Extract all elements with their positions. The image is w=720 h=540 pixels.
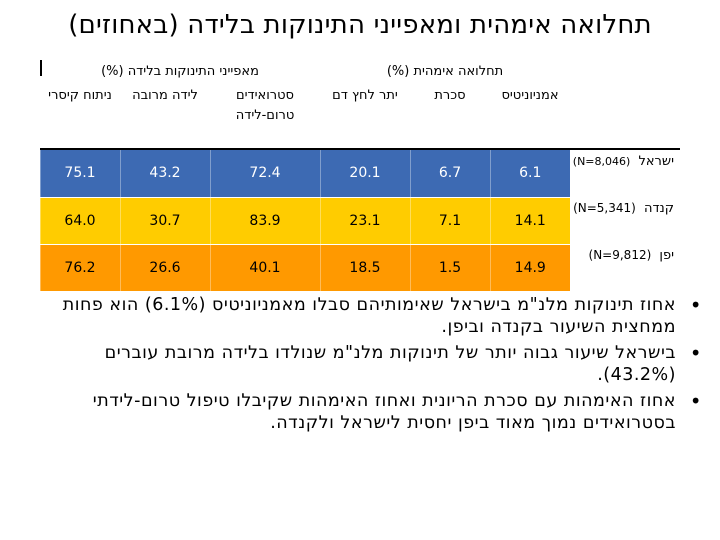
bullet-item: • אחוז תינוקות מלנ"מ בישראל שאימותיהם סב… — [38, 294, 702, 338]
bullet-dot-icon: • — [689, 293, 702, 317]
cell-multiple: 26.6 — [119, 244, 210, 292]
row-label: ישראל (N=8,046) — [570, 149, 680, 197]
row-country: ישראל — [638, 154, 674, 169]
row-n: (N=9,812) — [588, 248, 652, 262]
col-header-spacer — [570, 82, 680, 144]
bullet-dot-icon: • — [689, 389, 702, 413]
cell-multiple: 30.7 — [119, 197, 210, 245]
cell-diabetes: 6.7 — [409, 149, 490, 198]
col-header-steroids: סטרואידים טרום-לידה — [235, 88, 295, 123]
bullet-item: • בישראל שיעור גבוה יותר של תינוקות מלנ"… — [38, 342, 702, 386]
bullet-text: אחוז תינוקות מלנ"מ בישראל שאימותיהם סבלו… — [62, 295, 676, 337]
cell-diabetes: 7.1 — [409, 197, 490, 245]
cell-cesarean: 64.0 — [39, 197, 120, 245]
cell-cesarean: 76.2 — [39, 244, 120, 292]
group-spacer — [570, 60, 680, 82]
cell-steroids: 40.1 — [209, 244, 320, 292]
bullet-text: אחוז האימהות עם סכרת הריונית ואחוז האימה… — [92, 391, 676, 433]
cell-hypertension: 23.1 — [319, 197, 410, 245]
row-n: (N=5,341) — [573, 201, 636, 215]
cell-chorio: 14.9 — [489, 244, 570, 292]
bullet-dot-icon: • — [689, 341, 702, 365]
col-header-chorio: אמניוניטיס — [501, 88, 559, 103]
cell-multiple: 43.2 — [119, 149, 210, 198]
row-country: קנדה — [643, 201, 674, 216]
cell-cesarean: 75.1 — [39, 149, 120, 198]
col-header-diabetes: סכרת — [434, 88, 466, 103]
col-header-cesarean: ניתוח קיסרי — [48, 88, 112, 103]
cell-chorio: 14.1 — [489, 197, 570, 245]
col-header-multiple: לידה מרובה — [132, 88, 198, 103]
cell-diabetes: 1.5 — [409, 244, 490, 292]
cell-hypertension: 20.1 — [319, 149, 410, 198]
col-header-hypertension: יתר לחץ דם — [332, 88, 398, 103]
cell-chorio: 6.1 — [489, 149, 570, 198]
table-left-rule — [40, 60, 42, 76]
slide-title: תחלואה אימהית ומאפייני התינוקות בלידה (ב… — [68, 10, 652, 40]
row-country: יפן — [659, 248, 674, 263]
cell-hypertension: 18.5 — [319, 244, 410, 292]
row-label: יפן (N=9,812) — [570, 244, 680, 291]
data-table-container: תחלואה אימהית (%) מאפייני התינוקות בלידה… — [39, 60, 680, 292]
group-header-infant: מאפייני התינוקות בלידה (%) — [101, 63, 259, 79]
table-row: קנדה (N=5,341) 14.1 7.1 23.1 83.9 30.7 6… — [39, 197, 680, 245]
maternal-infant-table: תחלואה אימהית (%) מאפייני התינוקות בלידה… — [39, 60, 680, 292]
cell-steroids: 72.4 — [209, 149, 320, 198]
row-label: קנדה (N=5,341) — [570, 197, 680, 244]
cell-steroids: 83.9 — [209, 197, 320, 245]
bullet-list: • אחוז תינוקות מלנ"מ בישראל שאימותיהם סב… — [38, 294, 702, 438]
row-n: (N=8,046) — [572, 155, 631, 168]
bullet-text: בישראל שיעור גבוה יותר של תינוקות מלנ"מ … — [104, 343, 676, 385]
header-divider — [570, 144, 680, 150]
bullet-item: • אחוז האימהות עם סכרת הריונית ואחוז האי… — [38, 390, 702, 434]
table-row: יפן (N=9,812) 14.9 1.5 18.5 40.1 26.6 76… — [39, 244, 680, 292]
group-header-maternal: תחלואה אימהית (%) — [386, 63, 504, 79]
table-row: ישראל (N=8,046) 6.1 6.7 20.1 72.4 43.2 7… — [39, 149, 680, 198]
